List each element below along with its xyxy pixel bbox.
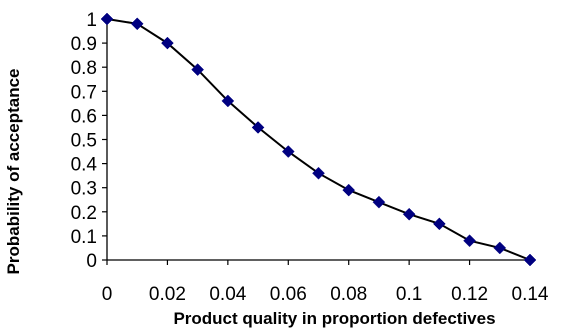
x-tick-label: 0 xyxy=(102,284,113,305)
data-point-marker xyxy=(130,17,144,31)
x-axis-title: Product quality in proportion defectives xyxy=(173,309,495,328)
x-tick-label: 0.04 xyxy=(209,284,246,305)
y-tick-label: 0.9 xyxy=(71,34,97,55)
data-point-marker xyxy=(312,166,325,180)
data-point-marker xyxy=(161,36,174,50)
x-tick-label: 0.12 xyxy=(451,284,488,305)
data-point-marker xyxy=(100,12,114,26)
data-point-marker xyxy=(221,94,235,108)
data-point-marker xyxy=(523,253,537,267)
x-tick-label: 0.02 xyxy=(149,284,186,305)
data-point-marker xyxy=(402,207,416,221)
y-tick-label: 0.3 xyxy=(71,179,97,200)
series-group xyxy=(100,12,537,267)
y-tick-label: 0.4 xyxy=(71,155,98,176)
data-point-marker xyxy=(463,234,476,248)
y-tick-label: 0.8 xyxy=(71,58,97,79)
axes xyxy=(106,19,530,261)
data-point-marker xyxy=(342,183,356,197)
x-tick-label: 0.14 xyxy=(512,284,549,305)
y-tick-group: 0 0.1 0.2 0.3 0.4 0.5 0.6 0.7 0.8 0.9 1 xyxy=(71,10,107,272)
y-tick-label: 0.1 xyxy=(71,227,97,248)
data-point-marker xyxy=(372,195,386,209)
data-point-marker xyxy=(191,63,204,76)
data-point-marker xyxy=(433,217,446,231)
x-tick-label: 0.1 xyxy=(396,284,422,305)
y-tick-label: 0.5 xyxy=(71,131,97,152)
y-tick-label: 1 xyxy=(86,10,97,31)
y-tick-label: 0.6 xyxy=(71,106,97,127)
y-axis-title: Probability of acceptance xyxy=(4,69,23,275)
series-line xyxy=(106,18,531,261)
data-point-marker xyxy=(493,241,507,255)
data-point-marker xyxy=(281,145,295,158)
x-tick-label: 0.06 xyxy=(270,284,307,305)
x-tick-group: 0 0.02 0.04 0.06 0.08 0.1 0.12 0.14 xyxy=(102,260,549,305)
y-tick-label: 0.2 xyxy=(71,203,97,224)
x-tick-label: 0.08 xyxy=(330,284,367,305)
y-tick-label: 0.7 xyxy=(71,82,97,103)
data-point-marker xyxy=(251,121,265,134)
y-tick-label: 0 xyxy=(86,251,97,272)
